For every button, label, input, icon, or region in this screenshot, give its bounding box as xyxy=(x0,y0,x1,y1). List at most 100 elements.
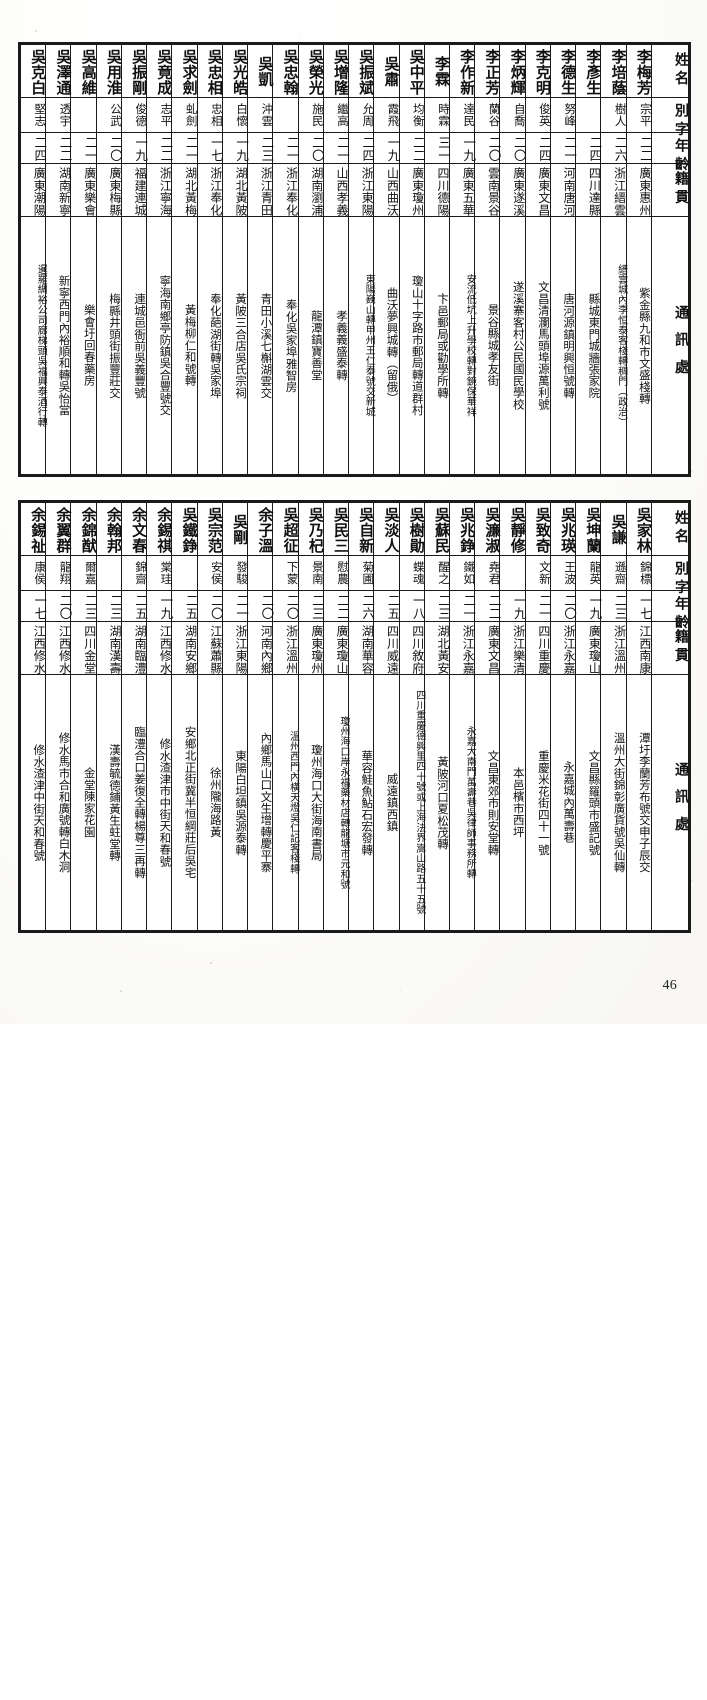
cell-name: 吳中平 xyxy=(398,44,426,98)
cell-address: 安流低坑上升學校轉對鏡保華祥 xyxy=(448,216,476,475)
age-text: 一七 xyxy=(637,594,653,620)
cell-address: 孝義義盛泰轉 xyxy=(322,216,350,475)
cell-address: 內鄉馬山口文生增轉慶平寨 xyxy=(247,674,274,931)
name-text: 吳鐵錚 xyxy=(180,507,199,553)
address-text: 梅縣井頭街振豐莊交 xyxy=(107,292,122,399)
native-text: 湖南安鄉 xyxy=(183,625,198,674)
address-text: 奉化吳家埠雅智房 xyxy=(284,298,299,393)
age-text: 二二 xyxy=(57,136,73,162)
address-text: 東陽巍山轉甲州王仁泰號交新城 xyxy=(363,274,375,417)
native-text: 湖南臨澧 xyxy=(133,625,148,674)
alias-text: 慰農 xyxy=(336,561,351,585)
alias-text xyxy=(71,98,95,132)
cell-age: 一九 xyxy=(120,132,148,164)
name-text: 吳中平 xyxy=(407,49,426,95)
cell-address: 龍潭鎮寶善堂 xyxy=(297,216,324,475)
cell-native: 廣東瓊山 xyxy=(322,621,350,675)
native-text: 江西修水 xyxy=(57,625,72,674)
cell-age: 二二 xyxy=(398,132,426,164)
address-text: 四川重慶德興里四十號或上海法界嵩山路五十五號 xyxy=(413,690,425,915)
cell-age: 三一 xyxy=(423,132,451,164)
address-text: 縉雲城內李恒泰客棧轉稠門（政治） xyxy=(615,263,627,428)
address-text: 漢壽毓德鋪黃生蛀堂轉 xyxy=(107,743,122,862)
age-text: 二〇 xyxy=(562,594,578,620)
cell-alias: 霞飛 xyxy=(373,97,401,133)
header-name-label: 姓名 xyxy=(673,510,689,548)
address-text: 瓊州海口大街海南書局 xyxy=(309,743,324,862)
cell-native: 雲南景谷 xyxy=(474,163,501,217)
cell-name: 吳樹勛 xyxy=(398,502,426,556)
cell-alias: 達民 xyxy=(448,97,476,133)
alias-text: 安侯 xyxy=(209,561,224,585)
address-text: 文昌縣羅頭市盛記號 xyxy=(587,749,602,856)
native-text: 廣東文昌 xyxy=(536,167,551,216)
native-text: 廣東潮陽 xyxy=(32,167,47,216)
address-text: 永嘉大南門萬壽巷吳律師事務所轉 xyxy=(464,726,476,879)
native-text: 廣東瓊山 xyxy=(587,625,602,674)
cell-alias: 安侯 xyxy=(196,555,224,591)
alias-text: 錦齋 xyxy=(134,561,149,585)
cell-alias: 棠珪 xyxy=(146,555,174,591)
age-text: 二一 xyxy=(183,136,199,162)
address-text: 新寧西門內裕順和轉吳怡當 xyxy=(57,275,72,416)
cell-age: 二〇 xyxy=(297,132,325,164)
cell-age: 一九 xyxy=(499,590,527,622)
age-text: 二一 xyxy=(234,594,250,620)
cell-address: 臨澧合口姜復全轉楊尊三再轉 xyxy=(120,674,148,931)
name-text: 吳超征 xyxy=(281,507,300,553)
alias-text: 棠珪 xyxy=(159,561,174,585)
scan-speck xyxy=(120,990,122,992)
cell-age: 二〇 xyxy=(272,590,300,622)
age-text: 二〇 xyxy=(309,136,325,162)
cell-alias: 蝶魂 xyxy=(398,555,426,591)
cell-address: 徐州隴海路黃 xyxy=(196,674,223,931)
age-text: 二一 xyxy=(82,136,98,162)
scan-speck xyxy=(690,880,692,882)
cell-age: 二一 xyxy=(221,590,250,622)
age-text: 二三 xyxy=(82,594,98,620)
cell-name: 吳竟成 xyxy=(146,44,173,98)
cell-name: 吳求劍 xyxy=(171,44,199,98)
age-text: 二一 xyxy=(536,594,552,620)
cell-name: 李作新 xyxy=(448,44,476,98)
cell-native: 浙江東陽 xyxy=(221,621,249,675)
cell-native: 江蘇蕭縣 xyxy=(196,621,223,675)
native-text: 四川重慶 xyxy=(536,625,551,674)
cell-name: 吳乃杞 xyxy=(297,502,325,556)
cell-name: 吳兆錚 xyxy=(448,502,476,556)
native-text: 浙江永嘉 xyxy=(461,625,476,674)
cell-alias: 堅志 xyxy=(19,97,48,133)
scan-speck xyxy=(690,470,692,472)
row-name: 吳克白 吳澤通 吳高維 吳用淮 吳振剛 吳竟成 吳求劍 吳忠相 吳光皓 吳凱 吳忠翰 吳榮光 吳增隆 吳振… xyxy=(19,44,690,98)
cell-alias: 蘭谷 xyxy=(474,97,501,133)
age-text: 二四 xyxy=(536,136,552,162)
cell-address: 瓊州海口大街海南書局 xyxy=(297,674,324,931)
address-text: 金堂陳家花園 xyxy=(82,767,97,838)
address-text: 遂溪寨客村公民國民學校 xyxy=(511,280,526,411)
cell-age: 二三 xyxy=(70,590,98,622)
name-text: 吳振剛 xyxy=(130,49,149,95)
native-text: 雲南景谷 xyxy=(486,167,501,216)
cell-native: 湖北黃安 xyxy=(423,621,450,675)
address-text: 溫州西門內橫天燈吳仁記客棧轉 xyxy=(287,731,299,874)
cell-native: 湖南安鄉 xyxy=(171,621,198,675)
cell-native: 湖南漢壽 xyxy=(95,621,122,675)
alias-text: 龍翔 xyxy=(58,561,73,585)
scan-speck xyxy=(35,30,37,32)
alias-text: 自喬 xyxy=(512,103,527,127)
cell-address: 黃陂三合店吳氏宗祠 xyxy=(221,216,249,475)
cell-address: 文昌東郊市則安堂轉 xyxy=(474,674,501,931)
alias-text: 王波 xyxy=(563,561,578,585)
cell-age: 二五 xyxy=(171,590,199,622)
row-native-place: 廣東潮陽 湖南新寧 廣東樂會 廣東梅縣 福建連城 浙江寧海 湖北黃梅 浙江奉化 湖北黃陂 浙江青田… xyxy=(19,163,690,217)
cell-name: 吳濂淑 xyxy=(474,502,501,556)
address-text: 臨澧合口姜復全轉楊尊三再轉 xyxy=(133,726,148,879)
cell-alias: 發駿 xyxy=(221,555,249,591)
alias-text: 宗平 xyxy=(638,103,653,127)
alias-text: 堅志 xyxy=(33,103,48,127)
cell-native: 廣東梅縣 xyxy=(95,163,122,217)
cell-address: 新寧西門內裕順和轉吳怡當 xyxy=(45,216,72,475)
row-alias: 堅志 透宇 公武 俊德 志平 虬劍 忠相 白懷 沖雲 施民 繼高 允周 霞飛 均衡 時霖 達民 蘭谷 自喬 俊英 努峰… xyxy=(19,97,690,141)
alias-text: 繼高 xyxy=(336,103,351,127)
address-text: 文昌清瀾馬頭埠源萬利號 xyxy=(536,280,551,411)
